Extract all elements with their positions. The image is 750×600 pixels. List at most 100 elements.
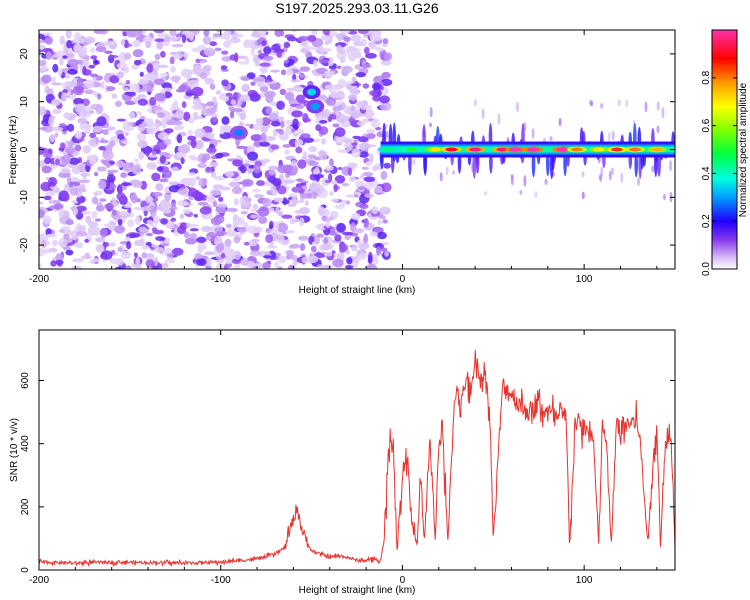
spectrogram-noise-blob — [240, 76, 251, 81]
spectrogram-noise-blob — [336, 252, 345, 261]
spectrogram-noise-blob — [193, 213, 198, 218]
spectrogram-noise-blob — [253, 262, 264, 267]
spectrogram-noise-blob — [206, 101, 215, 107]
spectrogram-noise-blob — [209, 189, 222, 196]
spectrogram-noise-blob — [138, 78, 150, 85]
spectrogram-noise-blob — [124, 87, 129, 92]
spectrogram-noise-blob — [360, 38, 367, 47]
spectrogram-noise-blob — [257, 49, 262, 55]
spectrogram-noise-blob — [344, 250, 351, 255]
snr-x-tick-label: 100 — [576, 575, 593, 586]
spectrogram-noise-blob — [116, 71, 125, 79]
spectrogram-noise-blob — [182, 208, 192, 214]
spectrogram-noise-blob — [74, 242, 84, 248]
spectrogram-noise-blob — [183, 111, 191, 122]
spectrogram-noise-blob — [148, 123, 160, 127]
spectrogram-noise-blob — [240, 257, 249, 266]
spectrogram-noise-blob — [354, 180, 365, 188]
spectrogram-noise-blob — [367, 255, 373, 264]
spectrogram-noise-blob — [98, 146, 107, 151]
spectrogram-noise-blob — [142, 36, 154, 44]
spectrogram-noise-blob — [44, 156, 52, 164]
snr-y-tick-label: 200 — [20, 498, 31, 515]
snr-x-tick-label: -100 — [211, 575, 231, 586]
spectrogram-noise-blob — [90, 55, 98, 60]
spectrogram-noise-blob — [138, 151, 145, 160]
spectrogram-noise-blob — [226, 228, 235, 237]
spectrogram-noise-blob — [142, 87, 154, 92]
spectrogram-noise-blob — [341, 102, 346, 109]
spectrogram-noise-blob — [149, 96, 157, 106]
spectrogram-noise-blob — [178, 85, 187, 91]
spectrogram-noise-blob — [88, 64, 96, 69]
spectrogram-noise-blob — [134, 158, 139, 163]
spectrogram-noise-blob — [295, 105, 304, 110]
spectrogram-noise-blob — [180, 68, 193, 78]
spectrogram-noise-blob — [319, 73, 331, 77]
spectrogram-noise-blob — [95, 205, 105, 212]
spectrogram-noise-blob — [296, 128, 304, 135]
spectrogram-noise-blob — [219, 242, 225, 251]
spectrogram-noise-blob — [186, 222, 191, 229]
spectrogram-noise-blob — [379, 95, 390, 104]
spectrogram-faint-blob — [452, 170, 456, 175]
spectrogram-noise-blob — [282, 144, 292, 148]
spectrogram-noise-blob — [105, 144, 112, 151]
colorbar: 0.0 0.2 0.4 0.6 0.8 Normalized spectral ampl… — [701, 29, 749, 276]
spectrogram-noise-blob — [108, 160, 115, 165]
spectrogram-noise-blob — [175, 151, 183, 158]
spectrogram-noise-blob — [264, 90, 276, 98]
spectrogram-noise-blob — [131, 180, 143, 188]
spectrogram-noise-blob — [351, 212, 361, 221]
spectrogram-noise-blob — [140, 238, 145, 242]
spectrogram-noise-blob — [106, 162, 111, 169]
spectrogram-noise-blob — [129, 111, 136, 120]
spectrogram-noise-blob — [218, 196, 224, 202]
spectrogram-noise-blob — [322, 30, 330, 35]
spectrogram-noise-blob — [350, 34, 362, 42]
spectrogram-noise-blob — [345, 115, 351, 119]
spectrogram-noise-blob — [39, 59, 47, 67]
spectrogram-band-peak — [429, 147, 442, 152]
spectrogram-noise-blob — [337, 32, 343, 43]
spectrogram-noise-blob — [384, 250, 389, 257]
spectrogram-noise-blob — [307, 154, 317, 159]
spectrogram-band-peak — [592, 147, 605, 152]
spectrogram-image — [39, 30, 675, 269]
spectrogram-noise-blob — [256, 180, 265, 187]
spectrogram-noise-blob — [333, 183, 338, 193]
spectrogram-noise-blob — [369, 231, 378, 237]
spectrogram-noise-blob — [114, 225, 125, 234]
spectrogram-noise-blob — [206, 147, 217, 153]
spectrogram-noise-blob — [276, 222, 289, 233]
spectrogram-noise-blob — [263, 55, 274, 61]
spectrogram-noise-blob — [84, 36, 96, 44]
spectrogram-noise-blob — [115, 100, 122, 108]
spectrogram-noise-blob — [291, 110, 303, 118]
colorbar-gradient — [711, 29, 738, 270]
spectrogram-noise-blob — [311, 241, 317, 245]
spectrogram-noise-blob — [291, 195, 297, 205]
spectrogram-noise-blob — [191, 86, 204, 97]
spectrogram-noise-blob — [284, 91, 295, 101]
spectrogram-noise-blob — [212, 200, 218, 208]
spectrogram-noise-blob — [318, 265, 327, 269]
spectrogram-noise-blob — [362, 83, 370, 89]
spectrogram-noise-blob — [262, 198, 272, 207]
spectrogram-noise-blob — [294, 139, 304, 147]
spectrogram-noise-blob — [139, 71, 144, 77]
spectrogram-noise-blob — [98, 198, 107, 202]
spectrogram-noise-blob — [376, 47, 384, 52]
snr-ticks: -200 -100 0 100 0 200 400 600 — [20, 330, 675, 586]
spectrogram-noise-blob — [279, 88, 287, 96]
spectrogram-noise-blob — [104, 203, 114, 210]
spectrogram-noise-blob — [194, 253, 203, 261]
spectrogram-noise-blob — [171, 75, 181, 81]
spectrogram-noise-blob — [97, 93, 102, 100]
spectrogram-noise-blob — [202, 153, 211, 161]
spectrogram-noise-blob — [355, 72, 367, 78]
spectrogram-noise-blob — [359, 174, 365, 180]
spectrogram-noise-blob — [59, 123, 66, 127]
spectrogram-noise-blob — [189, 228, 199, 232]
spectrogram-faint-blob — [644, 101, 648, 113]
